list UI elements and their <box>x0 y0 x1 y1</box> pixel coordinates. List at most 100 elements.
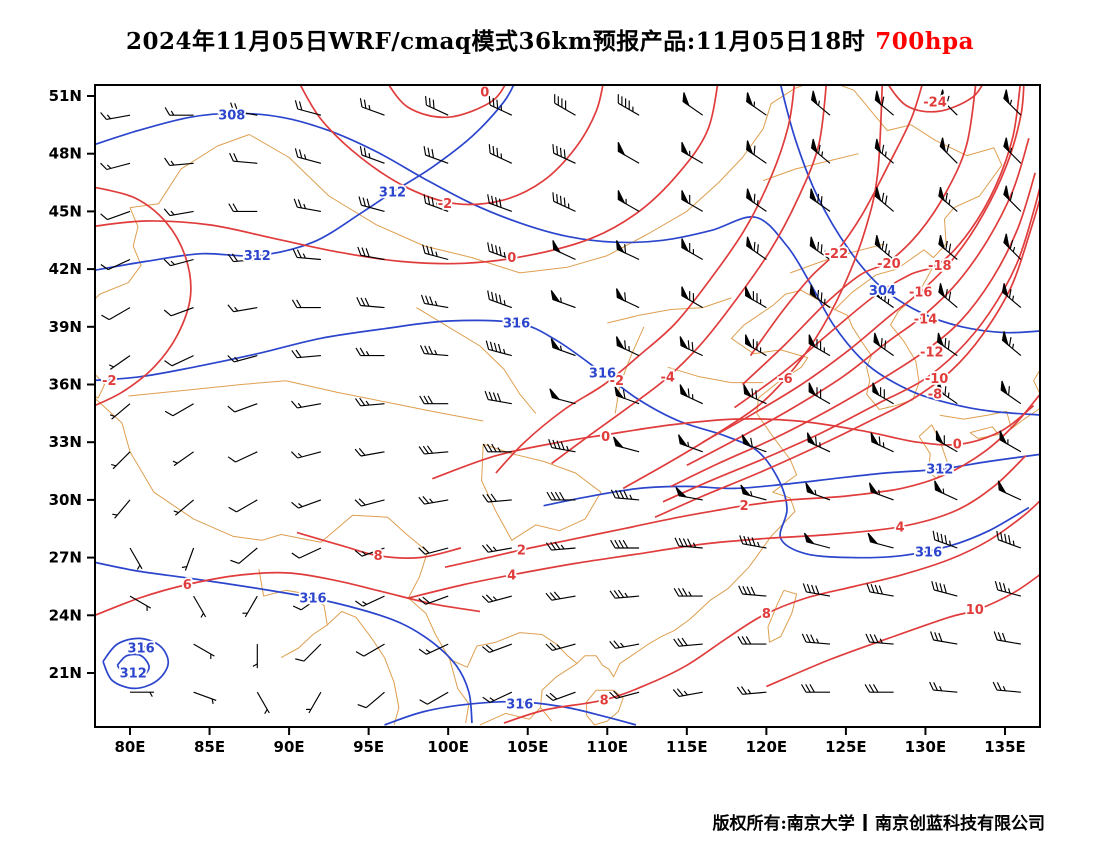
wind-barb <box>681 142 703 164</box>
wind-barb <box>674 537 703 549</box>
x-axis-label: 110E <box>586 738 628 756</box>
isotherm-label: -16 <box>909 286 933 301</box>
x-axis-label: 120E <box>746 738 788 756</box>
map-boundary <box>129 134 250 209</box>
wind-barb <box>873 284 894 309</box>
x-axis-label: 125E <box>825 738 867 756</box>
wind-barb <box>359 146 385 164</box>
map-boundary <box>939 368 1040 430</box>
wind-barb <box>425 96 449 116</box>
wind-barb <box>681 238 703 260</box>
wind-barb <box>992 681 1021 693</box>
wind-barb <box>673 588 703 597</box>
wind-barb <box>292 595 322 611</box>
height-label: 312 <box>379 186 406 201</box>
wind-barb <box>487 194 512 212</box>
map-boundary <box>258 569 328 659</box>
height-contour <box>384 700 637 726</box>
isotherm-label: -6 <box>778 372 792 387</box>
height-contours <box>95 85 1040 726</box>
x-axis-label: 100E <box>427 738 469 756</box>
wind-barb <box>487 290 512 309</box>
wind-barb <box>614 386 640 405</box>
wind-barb <box>242 595 258 618</box>
isotherm-label: -12 <box>920 345 944 360</box>
isotherm-label: 2 <box>517 543 526 558</box>
wind-barb <box>810 90 831 116</box>
wind-barb <box>545 541 576 551</box>
isotherm-label: -8 <box>928 388 942 403</box>
height-contour <box>543 453 1040 507</box>
wind-barb <box>418 595 449 605</box>
wind-barb <box>112 499 131 519</box>
wind-barb <box>356 297 385 309</box>
wind-barb <box>108 355 131 370</box>
wind-barb <box>616 336 640 357</box>
wind-barb <box>230 102 258 116</box>
wind-barb <box>546 491 576 501</box>
map-boundary <box>481 443 602 541</box>
isotherm-label: -4 <box>660 370 674 385</box>
wind-barb <box>617 142 640 164</box>
wind-barb <box>740 484 767 501</box>
x-axis-label: 135E <box>984 738 1026 756</box>
height-label: 316 <box>915 545 942 560</box>
wind-barb <box>739 535 767 549</box>
wind-barb <box>609 640 640 649</box>
wind-barb <box>996 530 1022 549</box>
wind-barb <box>163 208 194 217</box>
isotherm-label: -2 <box>610 374 624 389</box>
isotherm-label: 0 <box>953 438 962 453</box>
wind-barb <box>552 240 576 261</box>
wind-barb <box>292 248 321 261</box>
y-axis-label: 33N <box>49 433 82 451</box>
wind-barb <box>609 690 640 699</box>
wind-barb <box>874 235 894 260</box>
map-boundary <box>95 373 105 399</box>
wind-barb <box>101 307 131 321</box>
wind-barb <box>354 547 385 557</box>
map-boundary <box>667 366 764 384</box>
height-label: 312 <box>244 249 271 264</box>
isotherm-contour <box>662 183 1040 503</box>
map-boundary <box>834 263 936 410</box>
wind-barb <box>866 583 894 597</box>
map-boundary <box>607 297 732 324</box>
wind-barb <box>868 482 894 501</box>
wind-barb <box>737 636 767 645</box>
wind-barb <box>550 290 576 309</box>
wind-barb <box>999 430 1022 453</box>
y-axis-label: 24N <box>49 606 82 624</box>
map-boundary <box>95 397 578 668</box>
wind-barb <box>419 395 449 405</box>
wind-barb <box>227 355 258 363</box>
wind-barb <box>291 547 322 559</box>
wind-barb <box>418 643 449 655</box>
copyright-owner: 版权所有:南京大学 <box>712 814 855 834</box>
wind-barb <box>874 138 894 164</box>
chart-title: 2024年11月05日WRF/cmaq模式36km预报产品:11月05日18时 7… <box>0 22 1100 56</box>
wind-barb <box>609 589 640 599</box>
map-boundary <box>767 589 798 643</box>
isotherm-label: -24 <box>923 95 947 110</box>
wind-barb <box>932 530 958 549</box>
map-boundary <box>285 380 484 422</box>
wind-barb <box>100 210 131 221</box>
wind-barb <box>355 643 385 657</box>
title-text: 2024年11月05日WRF/cmaq模式36km预报产品:11月05日18时 <box>125 28 866 55</box>
wind-barb <box>809 188 831 212</box>
wind-barb <box>935 430 958 453</box>
wind-barb <box>485 340 512 357</box>
wind-barb <box>673 637 703 647</box>
wind-barb <box>552 144 576 164</box>
wind-barb <box>808 334 831 357</box>
plot-frame <box>94 84 1041 728</box>
wind-barb <box>934 480 958 501</box>
wind-barb <box>100 258 131 271</box>
wind-barb <box>355 347 385 357</box>
wind-barb <box>164 107 194 116</box>
wind-barb <box>810 138 831 164</box>
x-axis-label: 85E <box>194 738 225 756</box>
wind-barb <box>357 691 385 709</box>
isotherm-contour <box>749 85 923 357</box>
